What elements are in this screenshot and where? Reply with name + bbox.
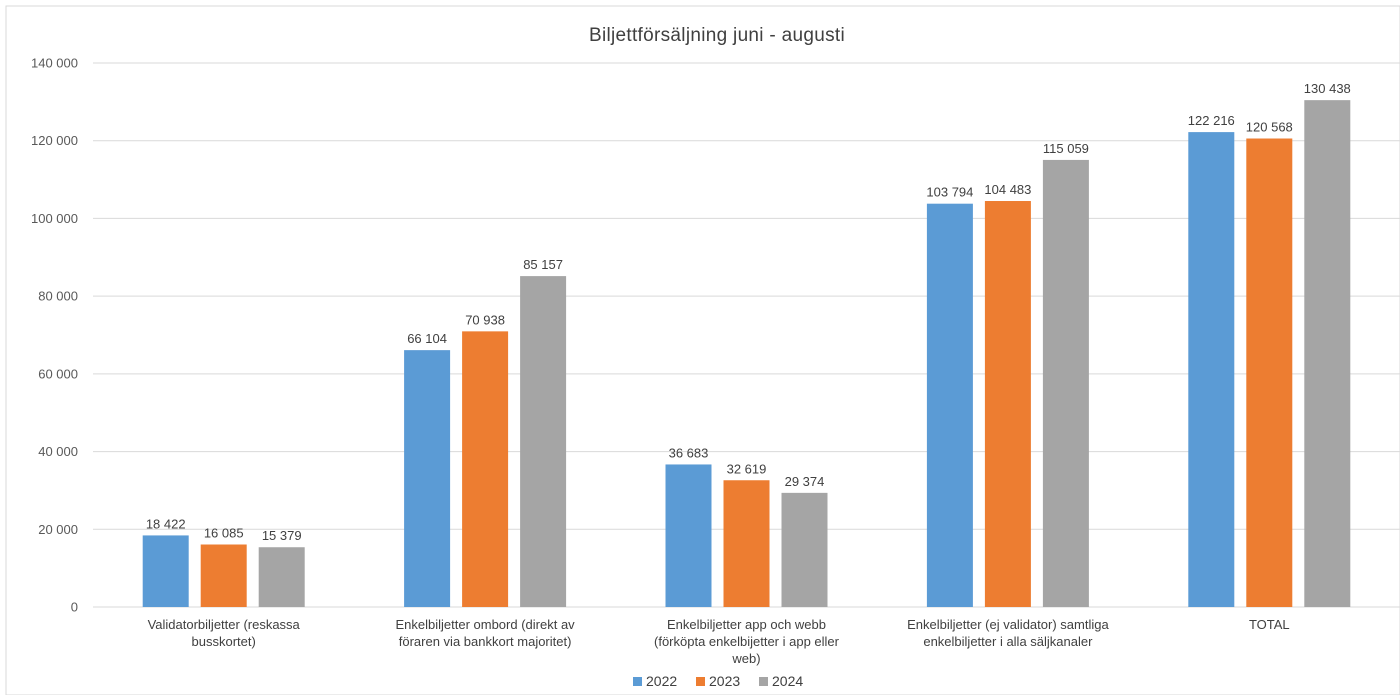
data-label-2023: 32 619 [727,461,767,476]
bar-2022 [404,350,451,607]
data-label-2022: 18 422 [146,516,186,531]
bar-2022 [926,203,973,608]
legend-swatch-2024 [759,677,768,686]
legend-swatch-2022 [633,677,642,686]
data-labels: 18 422 16 085 15 379 66 104 70 938 85 157 36 6… [146,81,1351,543]
data-label-2023: 120 568 [1246,120,1293,135]
category-label: Enkelbiljetter ombord (direkt av föraren … [395,617,575,649]
y-tick-label: 20 000 [38,522,78,537]
x-axis: Validatorbiljetter (reskassa busskortet) E… [148,617,1290,666]
legend-label: 2023 [709,673,740,689]
bar-2023 [200,544,247,607]
y-tick-label: 40 000 [38,444,78,459]
data-label-2024: 85 157 [523,257,563,272]
data-label-2023: 70 938 [465,312,505,327]
data-label-2023: 104 483 [984,182,1031,197]
legend-swatch-2023 [696,677,705,686]
data-label-2022: 103 794 [926,185,973,200]
legend-label: 2022 [646,673,677,689]
data-label-2022: 36 683 [669,445,709,460]
y-tick-label: 0 [71,600,78,615]
bar-2023 [723,480,770,607]
y-tick-label: 100 000 [31,211,78,226]
legend: 2022 2023 2024 [633,673,803,689]
legend-label: 2024 [772,673,803,689]
bar-2023 [1246,138,1293,607]
category-label: TOTAL [1249,617,1290,632]
bar-2024 [520,276,567,607]
y-tick-label: 120 000 [31,133,78,148]
bar-2022 [1188,132,1235,607]
category-label: Validatorbiljetter (reskassa busskortet) [148,617,301,649]
bar-2023 [462,331,509,607]
bar-2024 [1304,100,1351,607]
bar-2022 [142,535,189,607]
y-tick-label: 140 000 [31,56,78,71]
data-label-2024: 130 438 [1304,81,1351,96]
category-label: Enkelbiljetter (ej validator) samtliga en… [907,617,1109,649]
data-label-2023: 16 085 [204,525,244,540]
category-label: Enkelbiljetter app och webb (förköpta enk… [654,617,840,666]
bars [142,100,1351,608]
data-label-2024: 15 379 [262,528,302,543]
data-label-2022: 66 104 [407,331,447,346]
bar-2024 [1042,159,1089,607]
bar-2022 [665,464,712,607]
bar-2023 [984,201,1031,607]
y-tick-label: 60 000 [38,366,78,381]
y-tick-label: 80 000 [38,289,78,304]
data-label-2022: 122 216 [1188,113,1235,128]
data-label-2024: 29 374 [785,474,825,489]
bar-2024 [781,492,828,607]
bar-2024 [258,547,305,607]
chart-title: Biljettförsäljning juni - augusti [589,25,845,46]
y-axis: 0 20 000 40 000 60 000 80 000 100 000 120 000 1… [31,56,78,615]
data-label-2024: 115 059 [1043,141,1089,156]
